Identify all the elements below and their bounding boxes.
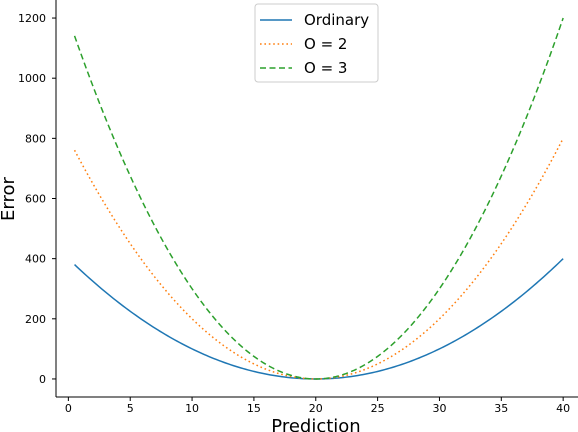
x-ticks: 0 5 10 15 20 25 30 35 40 (65, 397, 570, 415)
x-axis-label: Prediction (271, 416, 360, 432)
y-tick-label: 0 (39, 373, 46, 386)
series-line-o-3 (73, 17, 564, 380)
legend-label: O = 2 (304, 35, 347, 53)
y-ticks: 0 200 400 600 800 1000 1200 (18, 12, 56, 386)
plot-area (73, 17, 564, 380)
y-tick-label: 800 (25, 132, 46, 145)
x-tick-label: 35 (494, 402, 508, 415)
x-tick-label: 30 (432, 402, 446, 415)
y-tick-label: 600 (25, 193, 46, 206)
y-tick-label: 1000 (18, 72, 46, 85)
x-tick-label: 0 (65, 402, 72, 415)
x-tick-label: 15 (247, 402, 261, 415)
legend-label: O = 3 (304, 59, 347, 77)
x-tick-label: 10 (185, 402, 199, 415)
x-tick-label: 20 (309, 402, 323, 415)
y-tick-label: 1200 (18, 12, 46, 25)
x-tick-label: 40 (556, 402, 570, 415)
legend-box (254, 3, 379, 83)
x-tick-label: 25 (371, 402, 385, 415)
y-tick-label: 400 (25, 253, 46, 266)
legend: Ordinary O = 2 O = 3 (254, 3, 379, 83)
y-tick-label: 200 (25, 313, 46, 326)
series-line-o-2 (73, 138, 564, 380)
series-line-ordinary (74, 258, 564, 380)
y-axis-label: Error (0, 176, 19, 220)
x-tick-label: 5 (127, 402, 134, 415)
legend-label: Ordinary (304, 11, 369, 29)
